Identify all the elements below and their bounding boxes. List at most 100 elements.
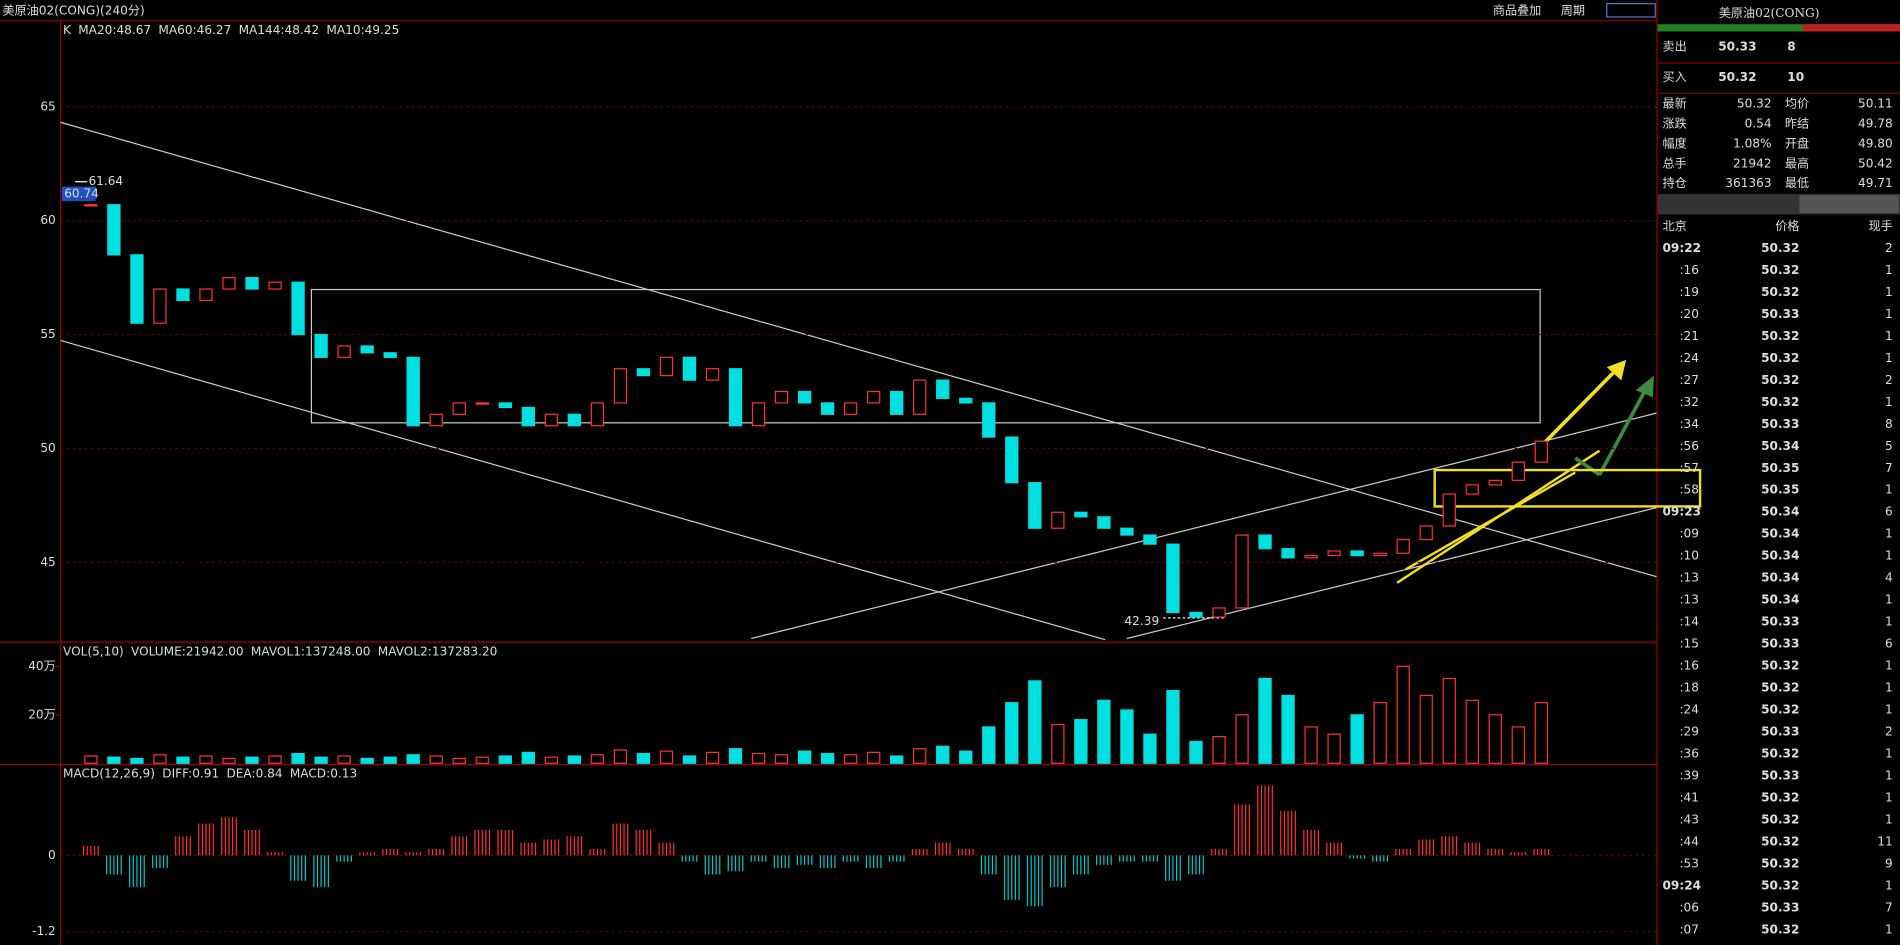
trade-price: 50.34 <box>1761 593 1799 607</box>
trade-qty: 8 <box>1885 417 1893 431</box>
volume-bar <box>153 754 167 764</box>
volume-bar <box>291 752 305 764</box>
quote-price: 50.32 <box>1718 70 1756 84</box>
volume-bar <box>1511 726 1525 764</box>
stat-value: 49.80 <box>1858 136 1893 150</box>
candle <box>1212 607 1226 618</box>
volume-bar <box>429 755 443 764</box>
candle <box>544 413 559 427</box>
volume-bar <box>682 755 697 764</box>
candle <box>1534 440 1548 463</box>
volume-bar <box>1235 714 1249 764</box>
trade-qty: 1 <box>1885 681 1893 695</box>
y-tick-label: 60 <box>40 213 55 227</box>
candle <box>1051 511 1065 529</box>
candle <box>406 356 420 427</box>
quote-label: 卖出 <box>1663 40 1687 54</box>
window-controls[interactable] <box>1606 3 1656 18</box>
trade-qty: 6 <box>1885 637 1893 651</box>
toolbar-link[interactable]: 周期 <box>1561 3 1585 17</box>
legend-item: MA60:46.27 <box>158 23 231 37</box>
volume-bar <box>475 756 489 764</box>
y-tick-label: 55 <box>40 327 55 341</box>
unit-toggle[interactable] <box>1799 195 1899 214</box>
stat-label: 开盘 <box>1785 135 1809 150</box>
stat-value: 50.32 <box>1737 97 1772 111</box>
legend-item: MAVOL1:137248.00 <box>251 644 371 658</box>
y-tick-label: 0 <box>48 848 56 862</box>
annotation: 61.64 <box>88 174 123 188</box>
candle <box>222 277 236 290</box>
trade-time: 09:22 <box>1663 241 1702 255</box>
stat-value: 21942 <box>1733 156 1772 170</box>
volume-bar <box>1074 719 1088 764</box>
volume-bar <box>130 757 144 764</box>
candle <box>1166 543 1180 614</box>
trade-time: :24 <box>1679 703 1699 717</box>
trade-price: 50.32 <box>1761 879 1799 893</box>
trade-price: 50.32 <box>1761 703 1799 717</box>
trade-price: 50.32 <box>1761 329 1799 343</box>
volume-bar <box>498 755 512 764</box>
volume-bar <box>521 751 535 764</box>
volume-bar <box>1051 723 1065 764</box>
volume-bar <box>452 757 466 764</box>
trade-qty: 7 <box>1885 461 1893 475</box>
candle <box>1442 493 1456 527</box>
trade-price: 50.33 <box>1761 725 1799 739</box>
legend-item: MA10:49.25 <box>326 23 399 37</box>
candle <box>452 402 466 415</box>
trade-time: :09 <box>1679 527 1699 541</box>
candle <box>797 390 812 404</box>
y-tick-label: 50 <box>40 441 55 455</box>
trade-price: 50.33 <box>1761 769 1799 783</box>
trade-time: :20 <box>1679 307 1699 321</box>
legend-item: MAVOL2:137283.20 <box>378 644 498 658</box>
volume-bar <box>199 755 213 764</box>
volume-bar <box>245 756 259 764</box>
toolbar-link[interactable]: 商品叠加 <box>1493 2 1541 17</box>
trade-qty: 11 <box>1877 835 1892 849</box>
candle <box>1465 484 1479 495</box>
volume-bar <box>383 756 397 764</box>
trade-header: 现手 <box>1869 219 1893 233</box>
candle <box>1143 534 1157 545</box>
trade-time: :34 <box>1679 417 1699 431</box>
trade-time: :13 <box>1679 571 1699 585</box>
volume-bar <box>314 756 328 764</box>
volume-bar <box>1419 694 1433 764</box>
volume-bar <box>1465 699 1479 764</box>
stat-label: 均价 <box>1785 97 1809 111</box>
legend-item: MACD:0.13 <box>290 767 357 781</box>
trade-price: 50.32 <box>1761 791 1799 805</box>
stat-label: 昨结 <box>1785 117 1809 131</box>
stat-label: 幅度 <box>1663 135 1687 150</box>
trade-time: :44 <box>1679 835 1699 849</box>
stat-value: 361363 <box>1725 176 1771 190</box>
candle <box>1419 525 1433 541</box>
candle <box>1189 611 1203 618</box>
ratio-bar <box>1803 24 1900 32</box>
trade-price: 50.33 <box>1761 417 1799 431</box>
candle <box>705 368 720 381</box>
y-tick-label: 45 <box>40 555 55 569</box>
legend-item: MA144:48.42 <box>239 23 320 37</box>
trade-time: :07 <box>1679 923 1699 937</box>
candle <box>337 345 351 358</box>
volume-bar <box>936 745 950 764</box>
candle <box>268 281 282 290</box>
candle <box>1350 550 1364 557</box>
volume-bar <box>1488 714 1502 764</box>
trade-time: :43 <box>1679 813 1699 827</box>
volume-bar <box>544 756 559 764</box>
trade-time: :16 <box>1679 263 1699 277</box>
candle <box>1235 534 1249 609</box>
stat-value: 49.71 <box>1858 176 1893 190</box>
trade-qty: 9 <box>1885 857 1893 871</box>
trade-qty: 1 <box>1885 285 1893 299</box>
trade-qty: 7 <box>1885 901 1893 915</box>
candle <box>130 254 144 324</box>
candle <box>820 402 835 415</box>
price-tag-bg <box>61 186 96 202</box>
